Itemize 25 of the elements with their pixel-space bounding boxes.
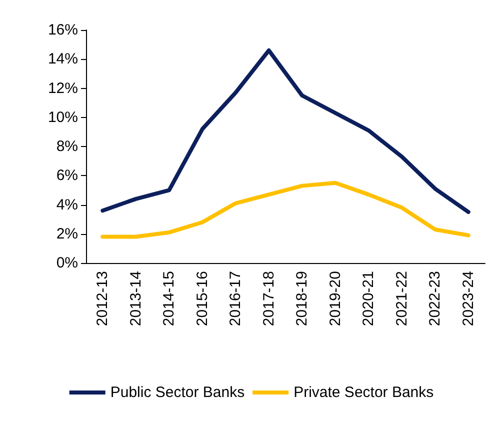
x-tick-label: 2012-13 [94,271,112,326]
y-tick-label: 2% [56,225,78,242]
x-tick-label: 2023-24 [460,271,477,326]
x-tick-label: 2018-19 [294,271,311,326]
x-tick-label: 2022-23 [426,271,444,326]
legend-label: Public Sector Banks [110,384,245,401]
y-tick-label: 16% [48,22,78,38]
y-tick-label: 0% [56,254,78,272]
x-tick-label: 2013-14 [127,271,144,326]
line-series [100,48,470,214]
x-tick-label: 2016-17 [227,271,244,326]
y-tick-label: 12% [48,80,78,97]
legend-label: Private Sector Banks [294,384,434,401]
x-tick-label: 2019-20 [326,271,344,326]
y-tick-label: 6% [56,167,78,184]
x-tick-label: 2015-16 [194,271,211,326]
x-tick-label: 2014-15 [160,271,178,326]
line-series [100,180,470,239]
y-tick-label: 8% [56,138,78,155]
y-tick-label: 4% [56,196,78,214]
x-tick-label: 2017-18 [260,271,278,326]
x-tick-label: 2020-21 [360,271,378,326]
y-tick-label: 14% [48,50,78,68]
y-tick-label: 10% [48,108,78,126]
x-tick-label: 2021-22 [393,271,410,326]
